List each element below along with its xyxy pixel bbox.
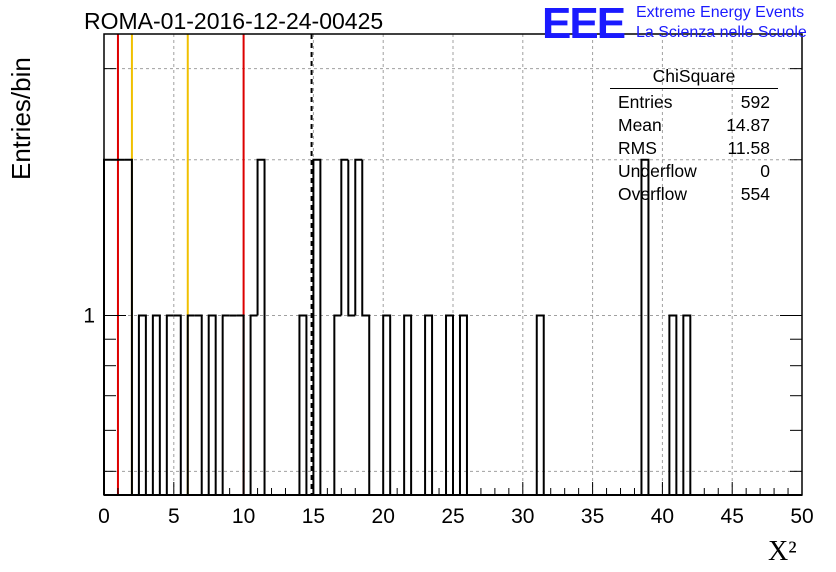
- histogram-bin: [236, 314, 245, 495]
- histogram-bin: [124, 158, 133, 495]
- chart-title: ROMA-01-2016-12-24-00425: [84, 8, 384, 34]
- histogram-bin: [186, 314, 195, 495]
- histogram-bin: [165, 314, 174, 495]
- y-axis-label: Entries/bin: [6, 57, 36, 180]
- histogram-bin: [103, 158, 111, 495]
- logo-caption: Extreme Energy Events La Scienza nelle S…: [636, 3, 807, 43]
- histogram-bin: [298, 314, 308, 495]
- logo-caption-line2: La Scienza nelle Scuole: [636, 24, 807, 41]
- stats-box: ChiSquare Entries 592 Mean 14.87 RMS 11.…: [610, 66, 778, 206]
- stats-value: 0: [760, 161, 770, 181]
- histogram-bin: [207, 314, 217, 495]
- histogram-bin: [382, 314, 392, 495]
- stats-label: RMS: [618, 138, 657, 158]
- stats-row-underflow: Underflow 0: [610, 160, 778, 183]
- stats-value: 592: [740, 92, 770, 112]
- histogram-bin: [445, 314, 454, 495]
- stats-label: Underflow: [618, 161, 697, 181]
- x-tick-label: 5: [168, 505, 180, 528]
- x-tick-label: 0: [98, 505, 110, 528]
- histogram-bin: [668, 314, 678, 495]
- histogram-bin: [458, 314, 468, 495]
- histogram-bin: [173, 314, 182, 495]
- stats-label: Mean: [618, 115, 662, 135]
- histogram-bin: [354, 158, 363, 316]
- histogram-bin: [221, 314, 230, 495]
- x-tick-label: 20: [372, 505, 395, 528]
- stats-row-rms: RMS 11.58: [610, 137, 778, 160]
- stats-value: 11.58: [727, 138, 771, 158]
- x-axis-label: X²: [768, 536, 797, 567]
- histogram-bin: [312, 158, 322, 495]
- stats-value: 554: [740, 184, 770, 204]
- histogram-bin: [361, 159, 371, 495]
- x-tick-label: 15: [302, 505, 325, 528]
- histogram-bin: [347, 159, 356, 317]
- x-tick-label: 10: [232, 505, 255, 528]
- x-tick-label: 45: [721, 505, 744, 528]
- histogram-bin: [535, 314, 545, 495]
- logo-caption-line1: Extreme Energy Events: [636, 4, 805, 21]
- stats-row-mean: Mean 14.87: [610, 114, 778, 137]
- stats-title: ChiSquare: [610, 66, 778, 89]
- stats-row-overflow: Overflow 554: [610, 183, 778, 206]
- stats-label: Entries: [618, 92, 673, 112]
- histogram-bin: [333, 314, 342, 495]
- histogram-bin: [403, 314, 413, 495]
- x-tick-label: 40: [651, 505, 674, 528]
- histogram-bin: [340, 158, 349, 316]
- stats-label: Overflow: [618, 184, 688, 204]
- eee-logo: EEE: [542, 0, 626, 48]
- stats-value: 14.87: [726, 115, 770, 135]
- x-tick-label: 30: [511, 505, 534, 528]
- x-tick-label: 25: [441, 505, 464, 528]
- stats-row-entries: Entries 592: [610, 91, 778, 114]
- histogram-bin: [424, 314, 434, 495]
- histogram-bin: [151, 314, 161, 495]
- histogram-bin: [682, 314, 692, 495]
- x-tick-label: 50: [790, 505, 813, 528]
- histogram-bin: [194, 314, 203, 495]
- axis-ticks: 0 5 10 15 20 25 30 35 40 45 50 1: [83, 68, 814, 528]
- histogram-bin: [640, 158, 650, 495]
- histogram-bin: [256, 158, 266, 495]
- y-tick-label: 1: [83, 305, 95, 328]
- x-tick-label: 35: [581, 505, 604, 528]
- histogram-bin: [137, 314, 147, 495]
- histogram-bin: [249, 314, 258, 495]
